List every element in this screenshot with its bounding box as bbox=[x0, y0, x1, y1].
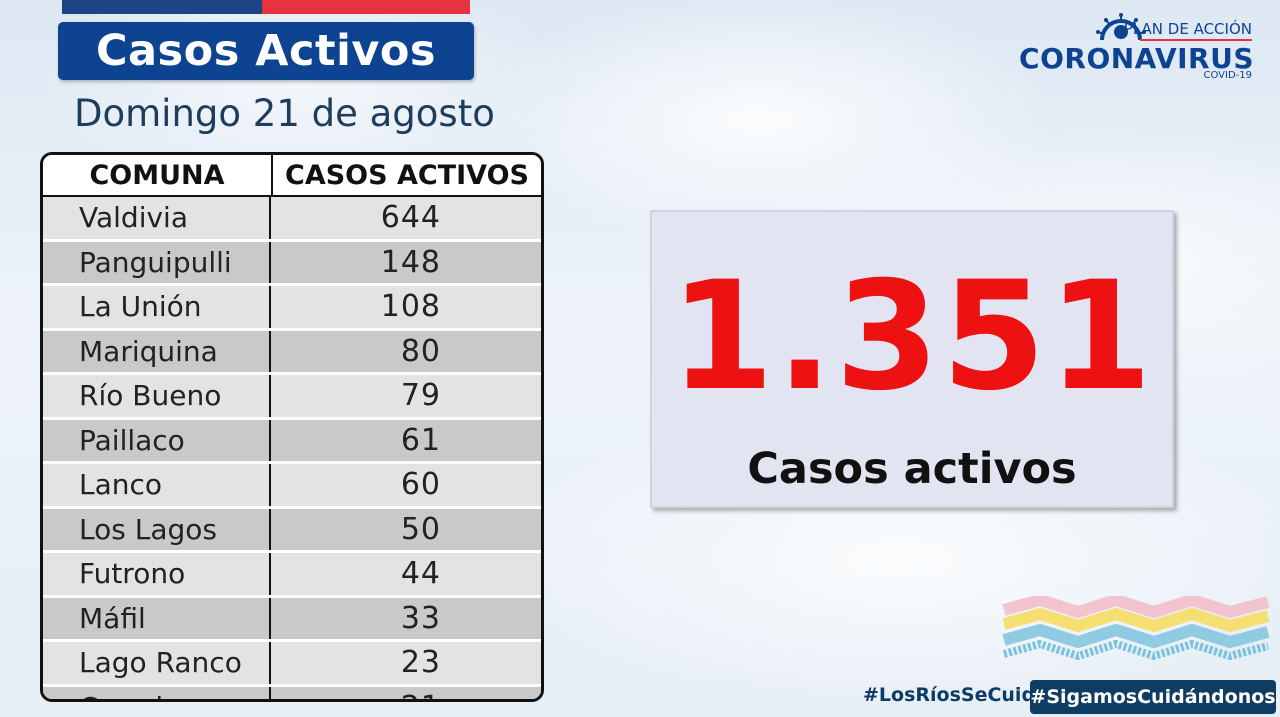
header-comuna: COMUNA bbox=[43, 155, 273, 195]
logo-coronavirus-text: CORONAVIRUS bbox=[1019, 42, 1254, 75]
total-label: Casos activos bbox=[747, 444, 1077, 494]
logo-divider bbox=[1140, 39, 1252, 41]
page-title: Casos Activos bbox=[95, 26, 436, 76]
cell-casos: 148 bbox=[380, 244, 441, 280]
report-date: Domingo 21 de agosto bbox=[74, 92, 495, 135]
table-row: Lago Ranco 23 bbox=[43, 639, 541, 684]
cell-comuna: Lago Ranco bbox=[43, 642, 271, 684]
cell-casos: 21 bbox=[271, 687, 541, 699]
cell-comuna: Futrono bbox=[43, 553, 271, 595]
virus-icon bbox=[1096, 13, 1146, 41]
table-body: Valdivia 644 Panguipulli 148 La Unión 108 Mari… bbox=[43, 197, 541, 699]
flag-blue bbox=[62, 0, 262, 14]
cases-table: COMUNA CASOS ACTIVOS Valdivia 644 Panguipu… bbox=[40, 152, 544, 702]
cell-casos: 80 bbox=[400, 333, 441, 369]
table-row: Río Bueno 79 bbox=[43, 372, 541, 417]
cell-comuna: Paillaco bbox=[43, 419, 271, 461]
title-banner: Casos Activos bbox=[58, 22, 474, 80]
table-row: Lanco 60 bbox=[43, 461, 541, 506]
hashtag-sigamos-badge: #SigamosCuidándonos bbox=[1030, 680, 1276, 714]
cell-comuna: Corral bbox=[43, 686, 271, 699]
table-row: Paillaco 61 bbox=[43, 416, 541, 461]
table-row: Valdivia 644 bbox=[43, 197, 541, 239]
total-active-cases: 1.351 bbox=[669, 250, 1155, 424]
table-header: COMUNA CASOS ACTIVOS bbox=[43, 155, 541, 197]
cell-casos: 108 bbox=[380, 289, 441, 325]
table-row: Futrono 44 bbox=[43, 550, 541, 595]
cell-comuna: La Unión bbox=[43, 286, 271, 328]
logo-plan-text: PLAN DE ACCIÓN bbox=[1123, 20, 1252, 38]
cell-casos: 60 bbox=[400, 467, 441, 503]
cell-comuna: Lanco bbox=[43, 464, 271, 506]
cell-casos: 644 bbox=[380, 200, 441, 236]
flag-red bbox=[262, 0, 470, 14]
flag-stripe bbox=[62, 0, 470, 14]
cell-comuna: Panguipulli bbox=[43, 241, 271, 283]
cell-comuna: Mariquina bbox=[43, 330, 271, 372]
table-row: La Unión 108 bbox=[43, 283, 541, 328]
table-row: Mariquina 80 bbox=[43, 327, 541, 372]
header-casos-activos: CASOS ACTIVOS bbox=[285, 159, 529, 191]
total-card: 1.351 Casos activos bbox=[650, 210, 1174, 508]
table-row: Los Lagos 50 bbox=[43, 505, 541, 550]
cell-comuna: Valdivia bbox=[43, 197, 271, 239]
cell-casos: 50 bbox=[400, 511, 441, 547]
cell-casos: 33 bbox=[400, 600, 441, 636]
cell-casos: 79 bbox=[400, 378, 441, 414]
table-row: Máfil 33 bbox=[43, 594, 541, 639]
cell-comuna: Los Lagos bbox=[43, 508, 271, 550]
logo-covid-text: COVID-19 bbox=[1203, 70, 1252, 81]
table-row: Panguipulli 148 bbox=[43, 238, 541, 283]
table-row: Corral21 bbox=[43, 683, 541, 699]
hashtag-sigamos: #SigamosCuidándonos bbox=[1030, 686, 1276, 708]
cell-casos: 23 bbox=[400, 645, 441, 681]
hashtag-losrios: #LosRíosSeCuida bbox=[863, 684, 1048, 706]
plan-coronavirus-logo: PLAN DE ACCIÓN CORONAVIRUS COVID-19 bbox=[1019, 12, 1258, 84]
cell-casos: 44 bbox=[400, 556, 441, 592]
cell-casos: 61 bbox=[400, 422, 441, 458]
cell-comuna: Máfil bbox=[43, 597, 271, 639]
decorative-waves bbox=[1002, 596, 1270, 660]
cell-comuna: Río Bueno bbox=[43, 375, 271, 417]
